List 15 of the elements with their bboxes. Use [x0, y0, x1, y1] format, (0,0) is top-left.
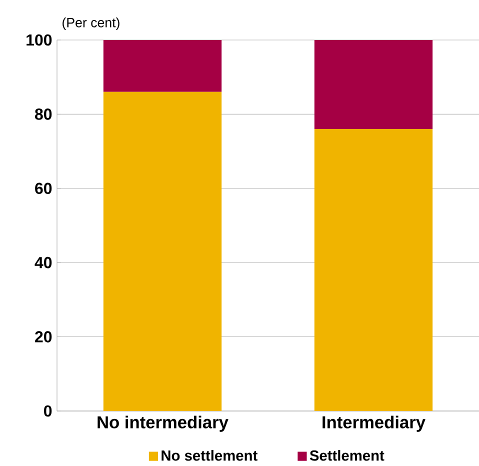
y-axis-title: (Per cent) — [62, 18, 120, 30]
y-tick-label: 20 — [35, 331, 52, 342]
y-tick-label: 40 — [34, 256, 52, 268]
y-tick-label: 60 — [35, 182, 52, 194]
y-tick-label: 80 — [34, 108, 52, 120]
y-tick-label: 0 — [44, 405, 52, 417]
x-tick-label: No intermediary — [98, 416, 228, 432]
legend-label: No settlement — [162, 450, 258, 461]
bar — [314, 40, 433, 130]
bar — [103, 40, 222, 92]
bar — [103, 92, 222, 411]
y-tick-label: 100 — [26, 34, 52, 46]
bar — [314, 129, 433, 411]
legend-label: Settlement — [310, 450, 384, 461]
x-tick-label: Intermediary — [322, 416, 426, 432]
